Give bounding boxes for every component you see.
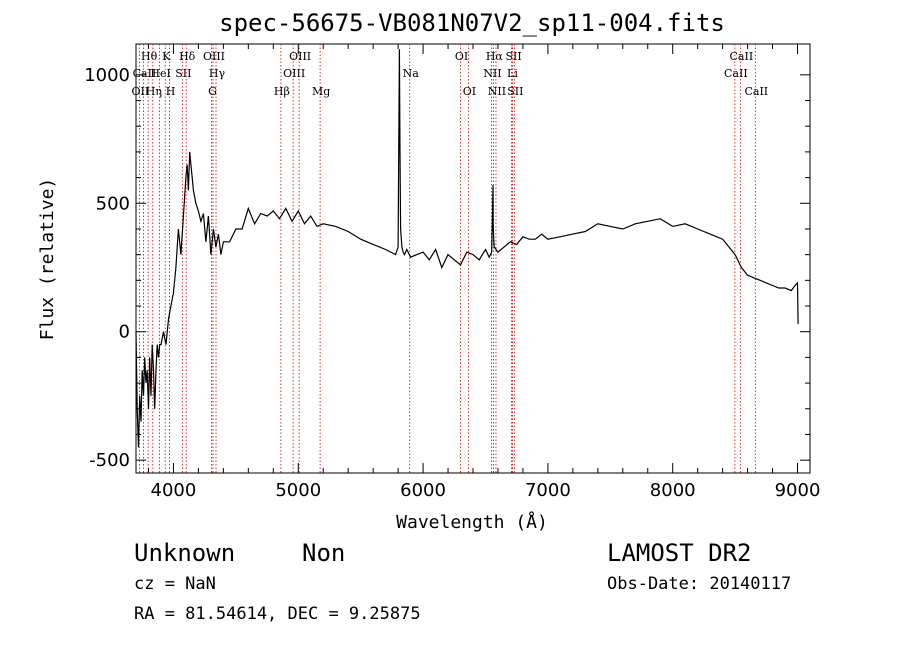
x-tick-label: 8000 bbox=[650, 480, 696, 501]
line-marker-label: OI bbox=[455, 50, 468, 63]
line-markers: OII Hθ CaII Hη HeI K H SII Hδ OIII Hγ G Hβ OIII OIII Mg… bbox=[132, 44, 768, 473]
spectrum-series bbox=[135, 49, 799, 448]
x-tick-label: 7000 bbox=[525, 480, 571, 501]
line-marker-label: NII bbox=[483, 67, 501, 80]
line-marker-label: Li bbox=[507, 67, 518, 80]
survey-label: LAMOST DR2 bbox=[607, 539, 752, 567]
x-axis-label: Wavelength (Å) bbox=[396, 511, 548, 533]
y-axis-label: Flux (relative) bbox=[37, 178, 58, 341]
line-marker-label: NII bbox=[488, 85, 506, 98]
line-marker-label: Mg bbox=[312, 85, 330, 98]
line-marker-label: CaII bbox=[730, 50, 754, 63]
spectrum-line bbox=[135, 49, 799, 448]
line-marker-label: G bbox=[208, 85, 217, 98]
subclass-label: Non bbox=[302, 539, 346, 567]
plot-axes: 4000 5000 6000 7000 8000 9000 -500 0 500 1000 bbox=[84, 43, 821, 501]
x-tick-label: 5000 bbox=[275, 480, 321, 501]
line-marker-label: Hδ bbox=[179, 50, 196, 63]
line-marker-label: H bbox=[166, 85, 176, 98]
redshift-label: cz = NaN bbox=[134, 574, 216, 594]
x-tick-label: 9000 bbox=[775, 480, 821, 501]
y-tick-label: 0 bbox=[119, 322, 130, 343]
line-marker-label: SII bbox=[175, 67, 191, 80]
line-marker-label: CaII bbox=[133, 67, 157, 80]
line-marker-label: Na bbox=[403, 67, 420, 80]
line-marker-label: Hθ bbox=[141, 50, 158, 63]
line-marker-label: CaII bbox=[744, 85, 768, 98]
line-marker-label: OIII bbox=[203, 50, 225, 63]
line-marker-label: OI bbox=[463, 85, 476, 98]
line-marker-label: OIII bbox=[283, 67, 305, 80]
line-marker-label: SII bbox=[505, 50, 521, 63]
line-marker-label: Hγ bbox=[209, 67, 226, 80]
line-marker-label: K bbox=[162, 50, 171, 63]
x-tick-label: 4000 bbox=[151, 480, 197, 501]
obs-date-label: Obs-Date: 20140117 bbox=[607, 574, 792, 594]
line-marker-label: Hα bbox=[486, 50, 504, 63]
coordinates-label: RA = 81.54614, DEC = 9.25875 bbox=[134, 604, 421, 624]
plot-frame bbox=[135, 43, 811, 474]
line-marker-label: HeI bbox=[150, 67, 170, 80]
y-tick-label: -500 bbox=[89, 450, 130, 471]
y-tick-label: 500 bbox=[96, 193, 130, 214]
line-marker-label: OII bbox=[132, 85, 150, 98]
class-label: Unknown bbox=[134, 539, 236, 567]
line-marker-label: Hβ bbox=[274, 85, 290, 98]
y-tick-label: 1000 bbox=[84, 65, 130, 86]
line-marker-label: OIII bbox=[289, 50, 311, 63]
chart-title: spec-56675-VB081N07V2_sp11-004.fits bbox=[219, 9, 725, 37]
line-marker-label: CaII bbox=[724, 67, 748, 80]
x-tick-label: 6000 bbox=[400, 480, 446, 501]
line-marker-label: Hη bbox=[146, 85, 162, 98]
line-marker-label: SII bbox=[507, 85, 523, 98]
